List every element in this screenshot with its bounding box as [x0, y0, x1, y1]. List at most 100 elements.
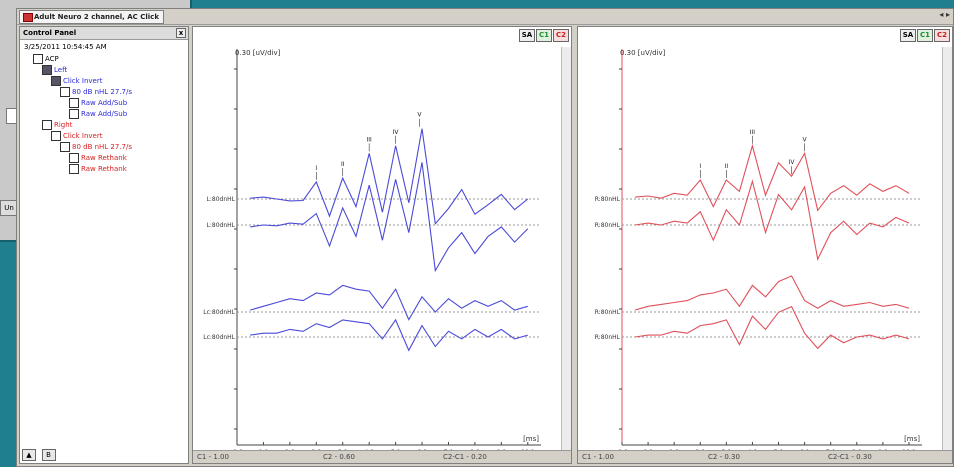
control-panel-header: Control Panel x: [20, 27, 188, 40]
tree-node[interactable]: Right: [42, 120, 72, 130]
tree-node-label: Raw Add/Sub: [81, 110, 128, 118]
close-icon[interactable]: x: [176, 28, 186, 38]
tree-node-label: Raw Rethank: [81, 165, 127, 173]
left-ear-waveform-chart: 0.30 [uV/div]-1.00.01.02.03.04.05.06.07.…: [192, 26, 572, 464]
checked-box-icon[interactable]: [69, 109, 79, 119]
tree-node[interactable]: Raw Rethank: [69, 153, 127, 163]
tree-node-label: Left: [54, 66, 68, 74]
tree-node[interactable]: Click Invert: [51, 76, 102, 86]
main-window: Adult Neuro 2 channel, AC Click ◂ ▸ Cont…: [16, 8, 954, 467]
checkbox-icon[interactable]: [69, 164, 79, 174]
sa-button[interactable]: SA: [519, 29, 535, 42]
waveform-line: [634, 275, 910, 311]
tree-node[interactable]: Raw Add/Sub: [69, 109, 127, 119]
status-c2: C2 - 0.30: [708, 453, 740, 461]
peak-label: I: [699, 163, 701, 170]
tree-node-label: ACP: [45, 55, 59, 63]
tree-node-label: Raw Rethank: [81, 154, 127, 162]
series-label: Lc:80dnHL: [203, 309, 235, 316]
right-ear-waveform-plot: 0.30 [uV/div]-1.00.01.02.03.04.05.06.07.…: [595, 49, 922, 453]
checkbox-icon[interactable]: [69, 153, 79, 163]
tree-node[interactable]: 80 dB nHL 27.7/s: [60, 142, 132, 152]
checkbox-icon[interactable]: [42, 120, 52, 130]
tree-node[interactable]: Left: [42, 65, 67, 75]
tree-node[interactable]: Click Invert: [51, 131, 102, 141]
tree-node-label: 3/25/2011 10:54:45 AM: [24, 43, 107, 51]
peak-label: I: [315, 165, 317, 172]
tree-node[interactable]: 3/25/2011 10:54:45 AM: [24, 43, 107, 52]
tree-node[interactable]: 80 dB nHL 27.7/s: [60, 87, 132, 97]
chart-title: 0.30 [uV/div]: [620, 49, 666, 57]
tab-nav-arrows-icon[interactable]: ◂ ▸: [939, 10, 950, 19]
waveform-line: [250, 128, 529, 225]
c1-button[interactable]: C1: [536, 29, 552, 42]
series-label: R:80nHL: [595, 309, 621, 316]
window-tab[interactable]: Adult Neuro 2 channel, AC Click: [19, 10, 164, 24]
chart-status-bar: C1 - 1.00 C2 - 0.60 C2-C1 - 0.20: [193, 450, 571, 463]
status-c1: C1 - 1.00: [197, 453, 229, 461]
x-axis-label: [ms]: [904, 435, 920, 443]
tree-node-label: 80 dB nHL 27.7/s: [72, 88, 133, 96]
panel-up-button[interactable]: ▲: [22, 449, 36, 461]
title-bar: Adult Neuro 2 channel, AC Click ◂ ▸: [17, 9, 953, 25]
waveform-line: [634, 143, 910, 212]
checkbox-icon[interactable]: [42, 65, 52, 75]
tree-node-label: Right: [54, 121, 73, 129]
window-title: Adult Neuro 2 channel, AC Click: [34, 13, 159, 21]
peak-label: IV: [789, 159, 796, 166]
checked-box-icon[interactable]: [69, 98, 79, 108]
left-ear-waveform-plot: 0.30 [uV/div]-1.00.01.02.03.04.05.06.07.…: [203, 49, 541, 453]
waveform-line: [250, 318, 528, 352]
x-axis-label: [ms]: [523, 435, 539, 443]
tree-node-label: Click Invert: [63, 77, 103, 85]
waveform-line: [634, 179, 910, 261]
peak-label: V: [417, 112, 422, 119]
chart-status-bar: C1 - 1.00 C2 - 0.30 C2-C1 - 0.30: [578, 450, 952, 463]
tree-node-label: 80 dB nHL 27.7/s: [72, 143, 133, 151]
chart-scrollbar[interactable]: [561, 47, 571, 451]
c1-button[interactable]: C1: [917, 29, 933, 42]
checkbox-icon[interactable]: [51, 131, 61, 141]
right-ear-waveform-chart: 0.30 [uV/div]-1.00.01.02.03.04.05.06.07.…: [577, 26, 953, 464]
peak-label: II: [725, 163, 729, 170]
checkbox-icon[interactable]: [60, 142, 70, 152]
peak-label: IV: [393, 129, 400, 136]
peak-label: III: [367, 136, 373, 143]
status-c2-c1: C2-C1 - 0.30: [828, 453, 872, 461]
tree-node-label: Raw Add/Sub: [81, 99, 128, 107]
series-label: L:80dnHL: [207, 222, 236, 229]
status-c1: C1 - 1.00: [582, 453, 614, 461]
waveform-line: [250, 284, 528, 321]
status-c2-c1: C2-C1 - 0.20: [443, 453, 487, 461]
checked-box-icon[interactable]: [33, 54, 43, 64]
series-label: Lc:80dnHL: [203, 334, 235, 341]
chart-scrollbar[interactable]: [942, 47, 952, 451]
waveform-line: [634, 305, 910, 350]
peak-label: III: [750, 129, 756, 136]
window-icon: [23, 13, 33, 22]
panel-b-button[interactable]: B: [41, 449, 56, 461]
series-label: L:80dnHL: [207, 196, 236, 203]
channel-buttons: SA C1 C2: [900, 29, 950, 42]
series-label: R:80nHL: [595, 334, 621, 341]
tree-node-label: Click Invert: [63, 132, 103, 140]
series-label: R:80nHL: [595, 196, 621, 203]
channel-buttons: SA C1 C2: [519, 29, 569, 42]
control-panel: Control Panel x 3/25/2011 10:54:45 AM ACP…: [19, 26, 189, 464]
waveform-line: [250, 162, 529, 273]
sa-button[interactable]: SA: [900, 29, 916, 42]
series-label: R:80nHL: [595, 222, 621, 229]
control-panel-footer: ▲ B: [22, 449, 59, 461]
peak-label: V: [803, 136, 808, 143]
tree-node[interactable]: Raw Add/Sub: [69, 98, 127, 108]
control-panel-title: Control Panel: [23, 29, 77, 37]
c2-button[interactable]: C2: [553, 29, 569, 42]
c2-button[interactable]: C2: [934, 29, 950, 42]
checkbox-icon[interactable]: [51, 76, 61, 86]
checked-box-icon[interactable]: [60, 87, 70, 97]
tree-node[interactable]: Raw Rethank: [69, 164, 127, 174]
chart-title: 0.30 [uV/div]: [235, 49, 281, 57]
tree-node[interactable]: ACP: [33, 54, 59, 64]
status-c2: C2 - 0.60: [323, 453, 355, 461]
peak-label: II: [341, 161, 345, 168]
